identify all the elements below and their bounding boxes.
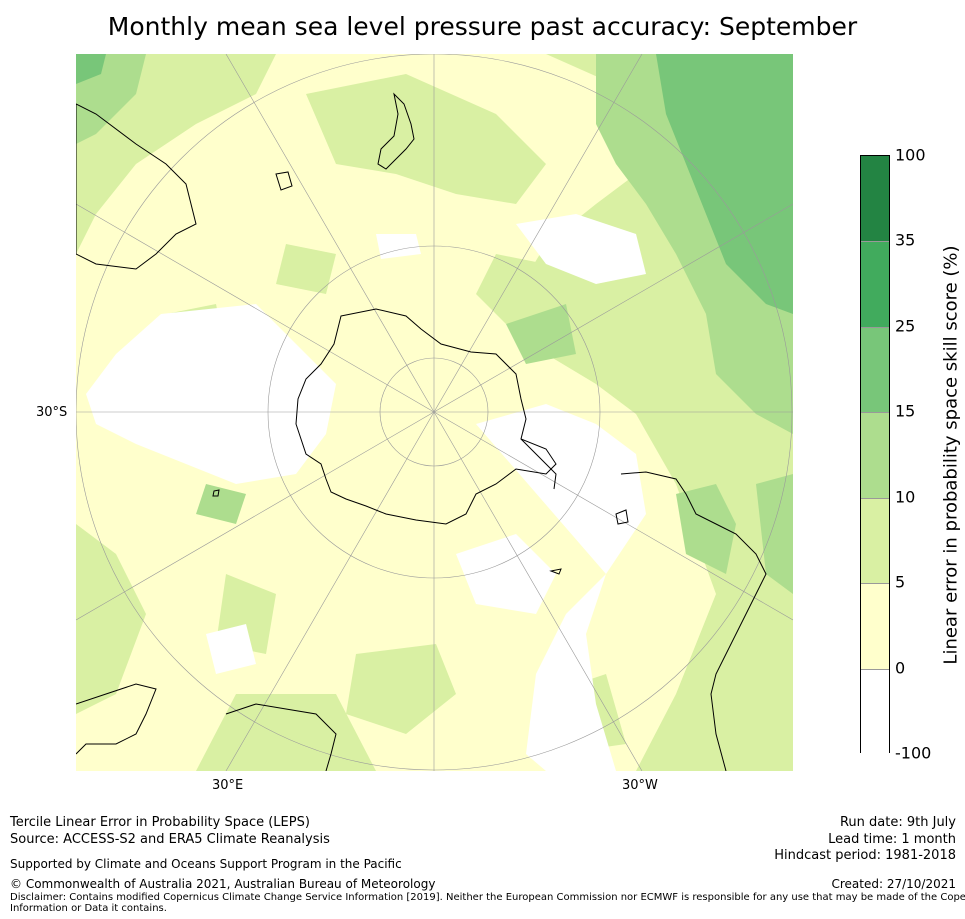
skill-map <box>76 54 793 771</box>
africa-outline <box>76 683 157 755</box>
footer-method: Tercile Linear Error in Probability Spac… <box>10 815 310 830</box>
colorbar-bin <box>861 326 889 413</box>
lon-label-30e: 30°E <box>212 778 244 793</box>
skill-region-15-25 <box>76 54 793 314</box>
footer-disclaimer-2: Information or Data it contains. <box>10 903 167 914</box>
new-zealand-outline <box>377 92 415 170</box>
skill-region-negative <box>86 214 646 771</box>
colorbar-tick-label: 0 <box>895 658 906 678</box>
footer-created: Created: 27/10/2021 <box>831 877 956 891</box>
footer-lead-time: Lead time: 1 month <box>828 832 956 847</box>
colorbar-bin <box>861 583 889 669</box>
page-title: Monthly mean sea level pressure past acc… <box>107 12 858 41</box>
colorbar-tick-label: 5 <box>895 572 906 592</box>
colorbar-tick-label: 15 <box>895 401 916 421</box>
colorbar-tick-label: 25 <box>895 316 916 336</box>
south-georgia-outline <box>549 568 562 575</box>
footer-run-date: Run date: 9th July <box>839 815 956 830</box>
lon-label-30w: 30°W <box>622 778 658 793</box>
antarctic-peninsula-outline <box>520 438 557 490</box>
footer-disclaimer-1: Disclaimer: Contains modified Copernicus… <box>10 892 965 903</box>
colorbar-title: Linear error in probability space skill … <box>940 245 962 665</box>
falklands-outline <box>615 509 629 525</box>
australia-outline <box>76 103 197 270</box>
colorbar-tick-label: 35 <box>895 230 916 250</box>
island-outline <box>212 489 220 497</box>
tasmania-outline <box>275 171 293 191</box>
coastlines <box>76 92 767 771</box>
colorbar <box>860 155 890 754</box>
madagascar-outline <box>225 703 337 771</box>
colorbar-tick-label: 100 <box>895 145 926 165</box>
colorbar-bin <box>861 156 889 242</box>
colorbar-bin <box>861 668 889 754</box>
footer-support: Supported by Climate and Oceans Support … <box>10 857 402 871</box>
colorbar-bin <box>861 497 889 584</box>
south-america-outline <box>620 471 767 771</box>
graticule <box>76 54 793 771</box>
lat-label-30s: 30°S <box>36 405 68 420</box>
colorbar-bin <box>861 241 889 327</box>
footer-hindcast: Hindcast period: 1981-2018 <box>774 848 956 863</box>
colorbar-tick-label: -100 <box>895 743 932 763</box>
antarctica-outline <box>295 308 557 525</box>
footer-copyright: © Commonwealth of Australia 2021, Austra… <box>10 877 436 891</box>
colorbar-bin <box>861 412 889 498</box>
footer-source: Source: ACCESS-S2 and ERA5 Climate Reana… <box>10 832 330 847</box>
colorbar-tick-label: 10 <box>895 487 916 507</box>
